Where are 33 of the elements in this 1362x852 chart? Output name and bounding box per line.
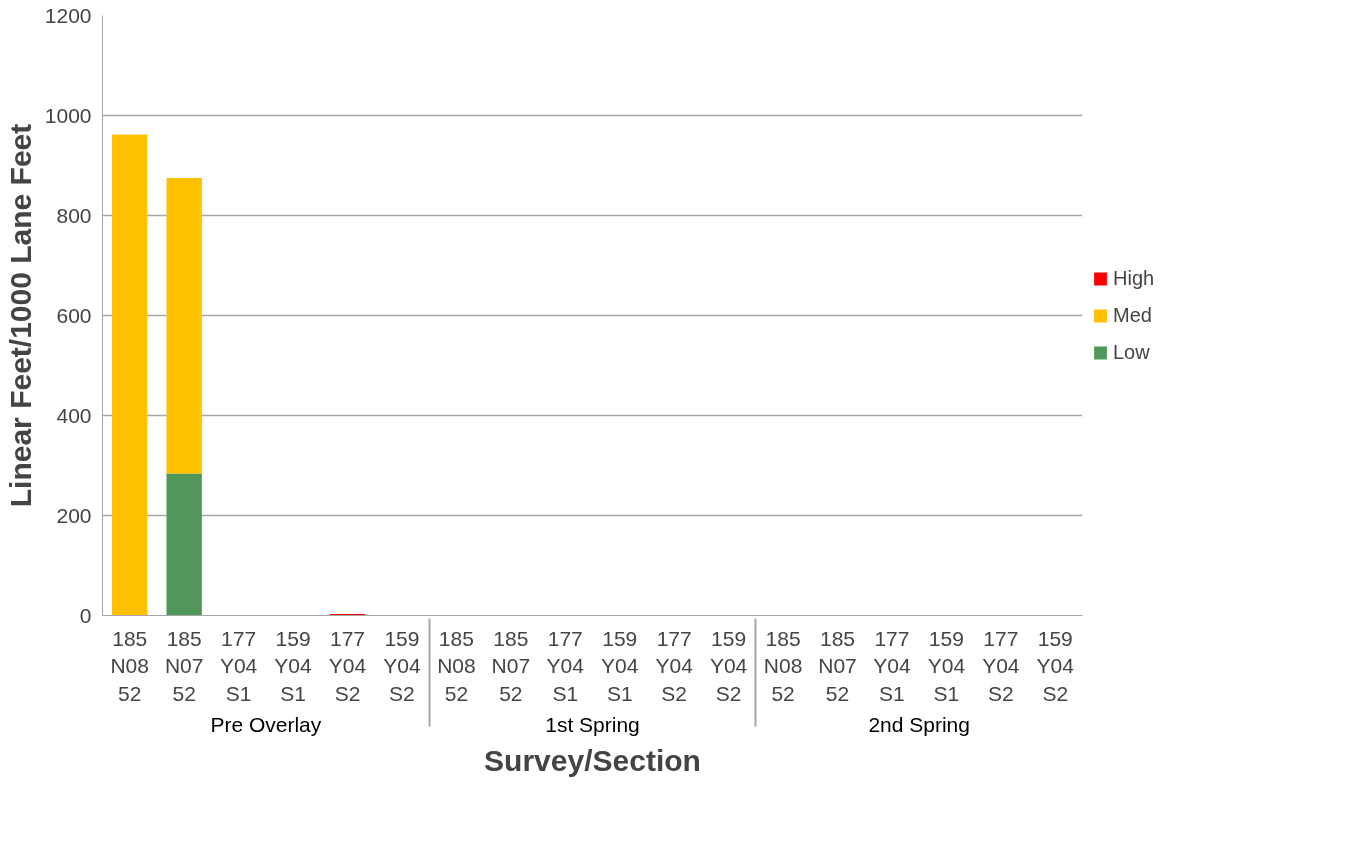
y-tick-label: 400	[56, 403, 92, 427]
y-tick-label: 1200	[44, 3, 92, 27]
x-tick-label: 159 Y04 S1	[927, 626, 966, 705]
x-tick-label: 159 Y04 S2	[709, 626, 748, 705]
x-tick-label: 185 N07 52	[491, 626, 531, 705]
y-tick-label: 600	[56, 303, 92, 327]
y-tick-label: 200	[56, 503, 92, 527]
y-tick-label: 0	[79, 603, 92, 627]
text: 1st Spring	[545, 712, 640, 736]
y-tick-label: 800	[56, 203, 92, 227]
x-tick-label: 177 Y04 S2	[328, 626, 367, 705]
y-tick-label: 1000	[44, 103, 92, 127]
x-tick-label: 177 Y04 S1	[546, 626, 585, 705]
x-tick-label: 159 Y04 S2	[383, 626, 421, 705]
y-axis-title: Linear Feet/1000 Lane Feet	[3, 123, 37, 508]
x-tick-label: 185 N08 52	[437, 626, 476, 705]
x-tick-label: 177 Y04 S2	[655, 626, 694, 705]
x-tick-label: 185 N08 52	[763, 626, 803, 705]
x-tick-label: 185 N08 52	[110, 626, 149, 705]
text: 2nd Spring	[868, 712, 970, 736]
x-tick-label: 185 N07 52	[818, 626, 857, 705]
x-tick-label: 177 Y04 S2	[982, 626, 1020, 705]
x-tick-label: 159 Y04 S1	[601, 626, 639, 705]
legend-label: High	[1113, 266, 1155, 290]
x-tick-label: 159 Y04 S2	[1036, 626, 1075, 705]
text: Pre Overlay	[210, 712, 322, 736]
x-tick-label: 185 N07 52	[164, 626, 204, 705]
x-axis-title: Survey/Section	[484, 743, 701, 777]
x-tick-label: 177 Y04 S1	[219, 626, 258, 705]
x-tick-label: 159 Y04 S1	[274, 626, 313, 705]
legend-label: Low	[1113, 340, 1150, 364]
x-tick-label: 177 Y04 S1	[873, 626, 911, 705]
legend-label: Med	[1113, 303, 1152, 327]
